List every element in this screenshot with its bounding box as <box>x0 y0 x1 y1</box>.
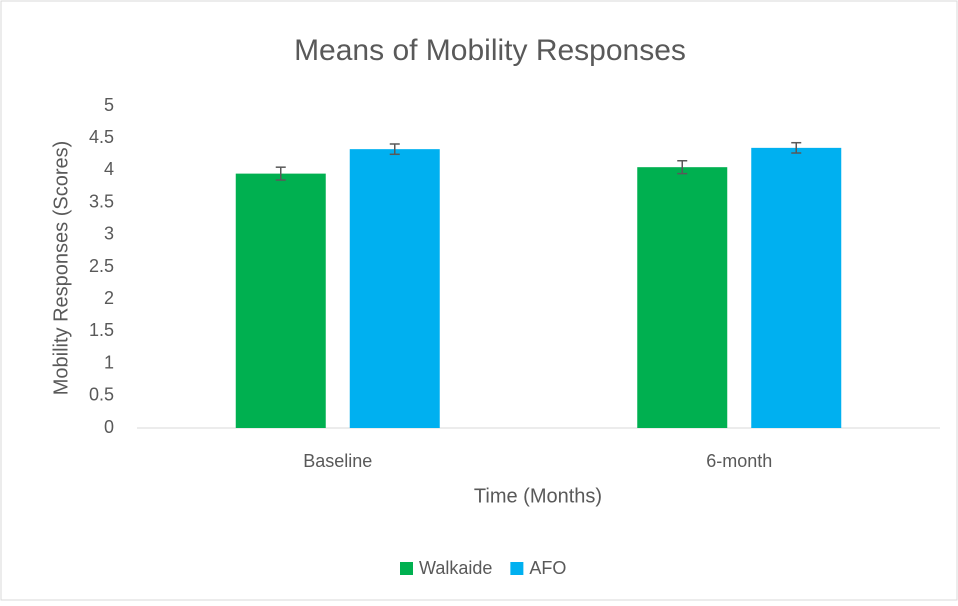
error-bar <box>677 159 688 175</box>
y-tick-label: 3.5 <box>89 191 114 211</box>
bar <box>751 147 842 429</box>
y-tick-label: 2.5 <box>89 256 114 276</box>
x-tick-label: 6-month <box>706 451 772 471</box>
y-tick-label: 0.5 <box>89 385 114 405</box>
y-tick-label: 1 <box>104 352 114 372</box>
y-tick-label: 1.5 <box>89 320 114 340</box>
legend-label: AFO <box>529 558 566 578</box>
chart-title: Means of Mobility Responses <box>294 34 686 67</box>
bar <box>637 167 728 428</box>
y-tick-label: 0 <box>104 417 114 437</box>
legend-swatch <box>400 562 413 575</box>
error-bar <box>791 141 802 154</box>
y-tick-label: 3 <box>104 224 114 244</box>
error-bar <box>275 166 286 181</box>
y-tick-label: 4 <box>104 159 114 179</box>
error-bar <box>389 143 400 156</box>
y-tick-label: 4.5 <box>89 127 114 147</box>
y-axis-label: Mobility Responses (Scores) <box>50 141 72 396</box>
legend-label: Walkaide <box>419 558 492 578</box>
y-tick-label: 2 <box>104 288 114 308</box>
bar <box>235 173 326 428</box>
x-tick-label: Baseline <box>303 451 372 471</box>
x-axis-label: Time (Months) <box>474 485 602 507</box>
y-tick-label: 5 <box>104 95 114 115</box>
legend-swatch <box>510 562 524 575</box>
bar <box>349 149 440 428</box>
